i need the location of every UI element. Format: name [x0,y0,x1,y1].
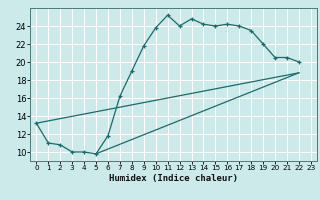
X-axis label: Humidex (Indice chaleur): Humidex (Indice chaleur) [109,174,238,183]
